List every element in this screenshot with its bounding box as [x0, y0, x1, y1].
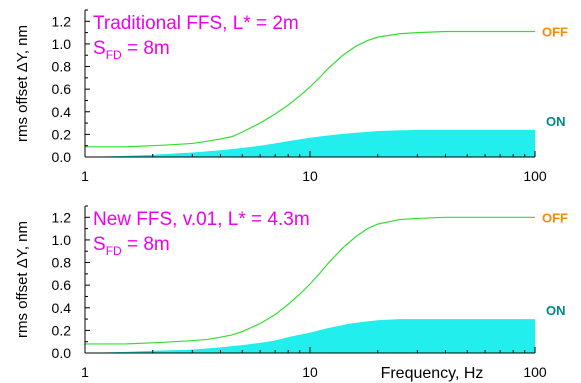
y-tick-label: 1.0 — [52, 36, 72, 52]
y-tick-label: 0.4 — [52, 300, 72, 316]
y-tick-label: 0.2 — [52, 322, 72, 338]
x-tick-label: 1 — [81, 168, 89, 184]
x-tick-label: 100 — [523, 168, 547, 184]
x-tick-label: 10 — [302, 364, 318, 380]
y-axis-label: rms offset ΔY, nm — [14, 221, 31, 338]
y-tick-label: 0.4 — [52, 104, 72, 120]
y-tick-label: 0.0 — [52, 345, 72, 361]
annotation-sfd: SFD = 8m — [93, 38, 170, 62]
annotation-sfd: SFD = 8m — [93, 234, 170, 258]
series-off-line — [85, 216, 535, 345]
series-label-off: OFF — [542, 210, 568, 225]
y-tick-label: 0.2 — [52, 126, 72, 142]
x-tick-label: 10 — [302, 168, 318, 184]
y-tick-label: 1.2 — [52, 13, 72, 29]
y-tick-label: 1.2 — [52, 209, 72, 225]
annotation-title: New FFS, v.01, L* = 4.3m — [93, 209, 310, 230]
series-off-line — [85, 30, 535, 148]
y-axis-label: rms offset ΔY, nm — [14, 25, 31, 142]
x-tick-label: 1 — [81, 364, 89, 380]
series-on-area — [85, 319, 535, 353]
panel-2: 0.0 0.2 0.4 0.6 0.8 1.0 1.2 1 10 100 rms offset ΔY… — [14, 205, 568, 382]
series-label-on: ON — [546, 114, 566, 129]
annotation-title: Traditional FFS, L* = 2m — [93, 13, 299, 34]
series-on-area — [85, 129, 535, 157]
y-tick-label: 1.0 — [52, 232, 72, 248]
y-tick-label: 0.0 — [52, 149, 72, 165]
x-tick-label: 100 — [523, 364, 547, 380]
x-axis-label: Frequency, Hz — [381, 365, 484, 382]
y-tick-label: 0.6 — [52, 277, 72, 293]
series-label-on: ON — [546, 303, 566, 318]
series-label-off: OFF — [542, 24, 568, 39]
y-tick-label: 0.8 — [52, 255, 72, 271]
y-tick-label: 0.8 — [52, 59, 72, 75]
panel-1: 0.0 0.2 0.4 0.6 0.8 1.0 1.2 1 10 100 rms offset ΔY… — [14, 9, 568, 184]
y-tick-label: 0.6 — [52, 81, 72, 97]
